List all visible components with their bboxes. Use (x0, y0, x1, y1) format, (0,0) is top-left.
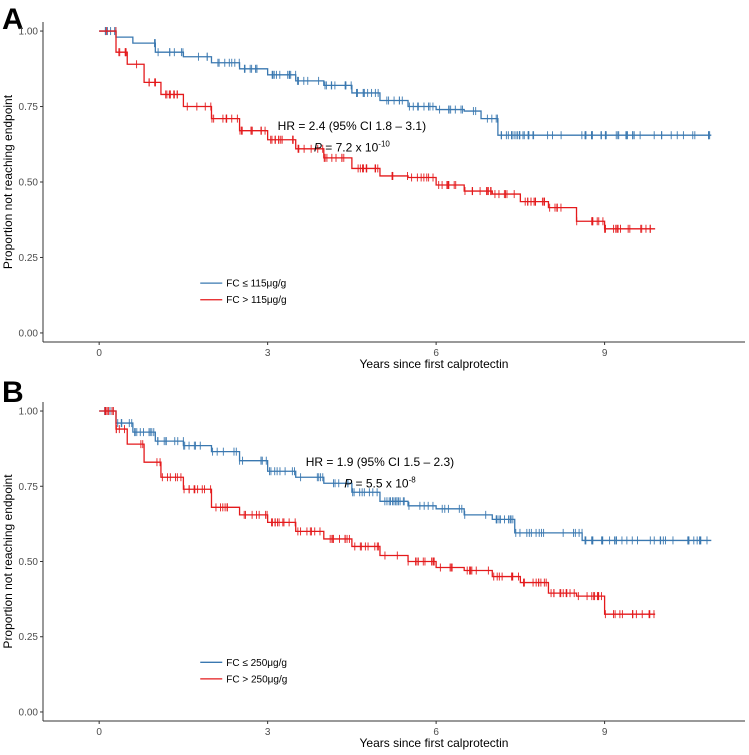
x-tick-label: 6 (433, 727, 439, 738)
y-tick-label: 0.00 (19, 328, 39, 339)
y-tick-label: 0.00 (19, 707, 39, 718)
y-tick-label: 0.50 (19, 557, 39, 568)
x-axis-title: Years since first calprotectin (360, 736, 509, 750)
y-axis-title: Proportion not reaching endpoint (1, 94, 15, 269)
y-tick-label: 0.25 (19, 253, 39, 264)
y-tick-label: 0.50 (19, 178, 39, 189)
y-axis-title: Proportion not reaching endpoint (1, 474, 15, 649)
y-tick-label: 0.25 (19, 632, 39, 643)
p-value: = 7.2 x 10 (322, 140, 379, 154)
x-tick-label: 0 (96, 348, 102, 359)
y-tick-label: 0.75 (19, 102, 39, 113)
y-tick-label: 1.00 (19, 407, 39, 418)
p-exponent: -8 (409, 475, 417, 484)
legend-label: FC ≤ 250μg/g (226, 658, 287, 669)
x-tick-label: 6 (433, 348, 439, 359)
hazard-ratio-text: HR = 1.9 (95% CI 1.5 – 2.3) (306, 455, 454, 469)
chart-panel-b: B 0.00 0.25 0.50 0.75 1.00 0 3 6 9 Years since fir… (1, 376, 745, 750)
p-exponent: -10 (378, 139, 390, 148)
legend-label: FC > 250μg/g (226, 674, 287, 685)
survival-curve-blue (99, 30, 712, 136)
chart-panel-a: A 0.00 0.25 0.50 0.75 1.00 0 3 6 9 Years since fir… (1, 3, 745, 371)
p-symbol: P (344, 476, 352, 490)
p-value-text: P = 7.2 x 10-10 (314, 139, 391, 154)
p-symbol: P (314, 140, 322, 154)
x-tick-label: 0 (96, 727, 102, 738)
x-tick-label: 3 (265, 727, 271, 738)
p-value-text: P = 5.5 x 10-8 (344, 475, 416, 490)
y-tick-label: 1.00 (19, 27, 39, 38)
panel-label: A (2, 3, 24, 36)
legend-label: FC > 115μg/g (226, 295, 286, 306)
legend-label: FC ≤ 115μg/g (226, 279, 286, 290)
panel-label: B (2, 376, 24, 409)
x-tick-label: 9 (602, 348, 608, 359)
p-value: = 5.5 x 10 (352, 476, 409, 490)
survival-curve-red (99, 410, 656, 615)
hazard-ratio-text: HR = 2.4 (95% CI 1.8 – 3.1) (278, 119, 426, 133)
x-tick-label: 9 (602, 727, 608, 738)
x-tick-label: 3 (265, 348, 271, 359)
y-tick-label: 0.75 (19, 482, 39, 493)
x-axis-title: Years since first calprotectin (360, 357, 509, 371)
